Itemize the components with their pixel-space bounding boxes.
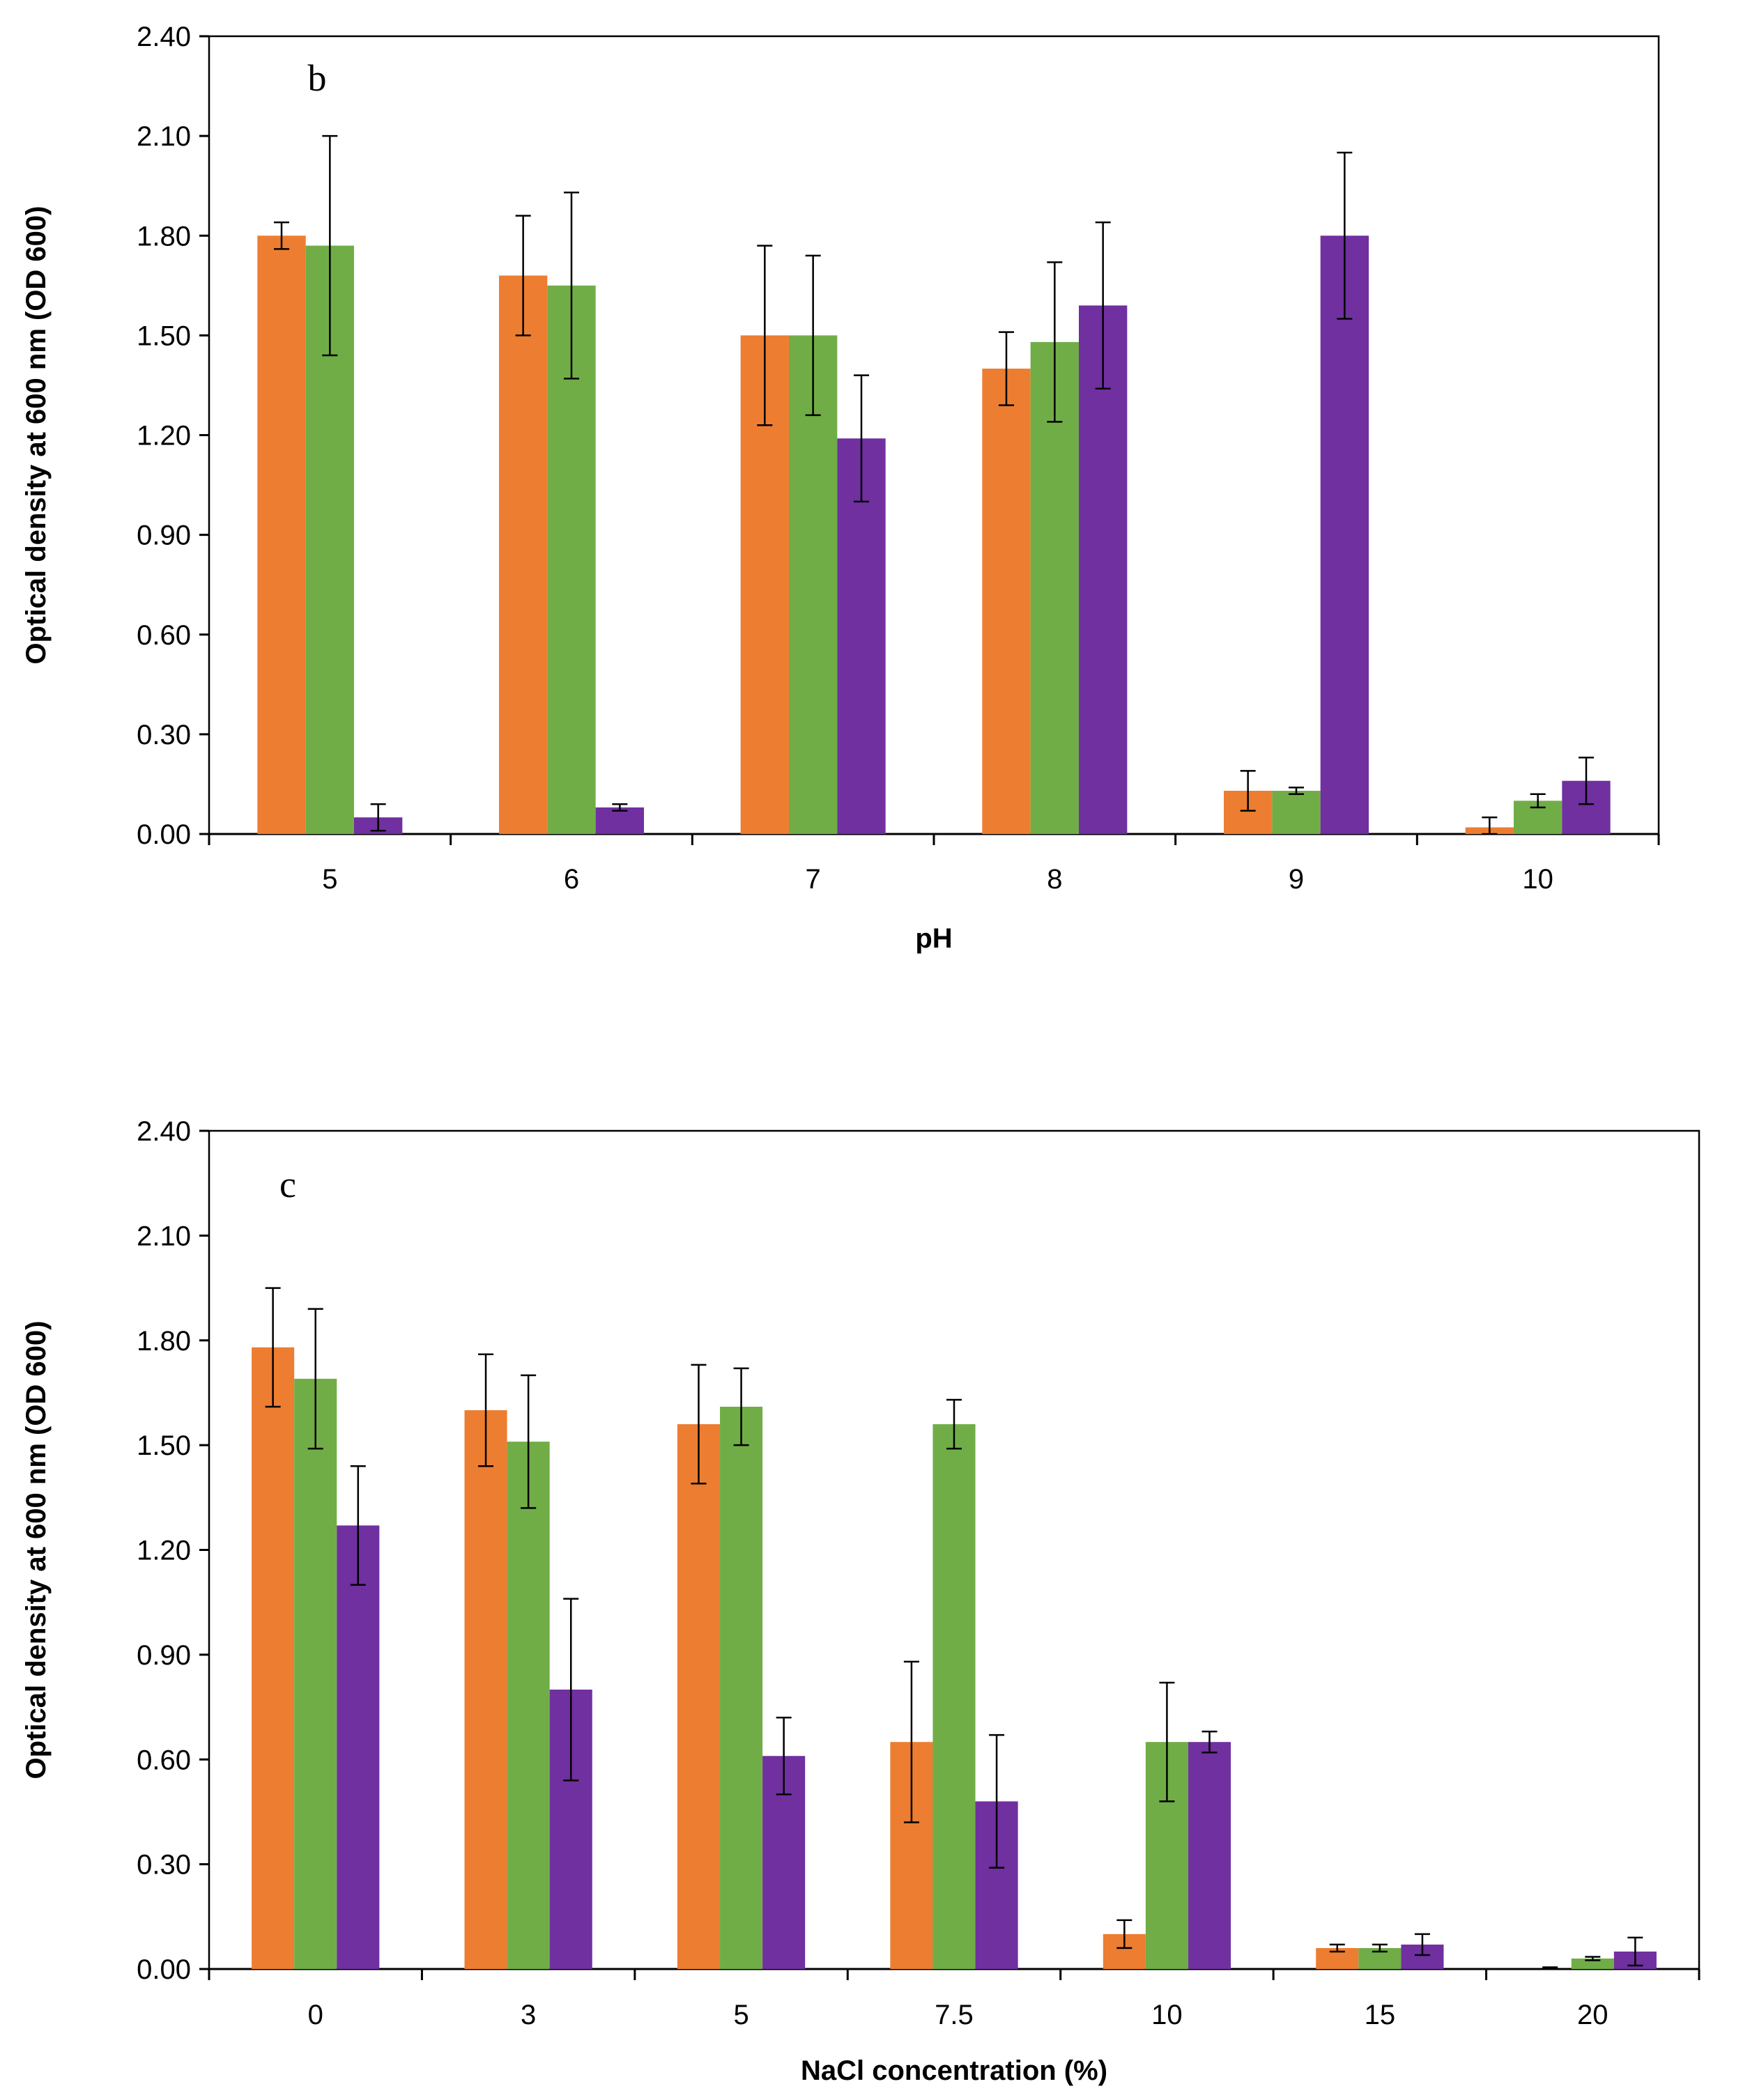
x-tick-label: 20 <box>1577 2000 1608 2030</box>
bar <box>595 807 644 834</box>
x-tick-label: 7.5 <box>935 2000 974 2030</box>
y-tick-label: 2.40 <box>137 1116 191 1147</box>
bar <box>464 1410 507 1969</box>
x-tick-label: 6 <box>564 864 579 895</box>
bar <box>1188 1742 1231 1969</box>
bar <box>499 275 548 834</box>
bar <box>932 1424 976 1969</box>
y-tick-label: 1.20 <box>137 421 191 451</box>
x-tick-label: 3 <box>521 2000 536 2030</box>
y-tick-label: 2.10 <box>137 121 191 152</box>
bar <box>720 1406 763 1969</box>
y-tick-label: 0.30 <box>137 720 191 750</box>
bar <box>252 1347 295 1969</box>
bar <box>507 1442 550 1969</box>
x-tick-label: 10 <box>1522 864 1553 895</box>
panel-label: b <box>308 57 327 99</box>
y-axis-title: Optical density at 600 nm (OD 600) <box>21 1321 52 1779</box>
chart-panel-c: 0.00 0.30 0.60 0.90 1.20 1.50 1.80 2.10 2.40 0 3 5 7… <box>21 1116 1700 2086</box>
y-tick-label: 1.50 <box>137 321 191 351</box>
x-tick-label: 15 <box>1365 2000 1396 2030</box>
x-tick-label: 7 <box>806 864 821 895</box>
y-tick-label: 2.40 <box>137 22 191 52</box>
y-axis-title: Optical density at 600 nm (OD 600) <box>21 206 52 665</box>
x-tick-label: 10 <box>1151 2000 1183 2030</box>
y-tick-label: 0.90 <box>137 1640 191 1671</box>
bar <box>1030 341 1079 835</box>
x-axis-title: pH <box>915 923 952 954</box>
y-tick-label: 1.80 <box>137 221 191 252</box>
bar <box>1079 305 1128 834</box>
x-tick-label: 8 <box>1047 864 1062 895</box>
x-tick-label: 5 <box>733 2000 748 2030</box>
x-tick-label: 0 <box>308 2000 323 2030</box>
y-tick-label: 1.20 <box>137 1536 191 1566</box>
bar <box>294 1378 337 1969</box>
y-tick-label: 0.60 <box>137 1745 191 1775</box>
y-tick-label: 0.90 <box>137 520 191 551</box>
chart-panel-b: 0.00 0.30 0.60 0.90 1.20 1.50 1.80 2.10 2.40 5 6 7 8… <box>21 22 1660 954</box>
y-tick-label: 0.30 <box>137 1850 191 1881</box>
y-tick-label: 0.00 <box>137 1954 191 1985</box>
bar <box>1272 790 1321 834</box>
y-tick-label: 1.80 <box>137 1326 191 1357</box>
panel-label: c <box>279 1164 296 1205</box>
bar <box>789 335 838 834</box>
y-tick-label: 0.60 <box>137 620 191 651</box>
bar <box>837 438 886 834</box>
bar <box>677 1424 721 1969</box>
bar <box>982 369 1031 834</box>
x-tick-label: 5 <box>322 864 337 895</box>
x-axis-title: NaCl concentration (%) <box>801 2055 1107 2086</box>
y-tick-label: 0.00 <box>137 819 191 850</box>
bar <box>1320 236 1369 834</box>
bar <box>337 1525 380 1969</box>
y-tick-label: 2.10 <box>137 1221 191 1251</box>
x-tick-label: 9 <box>1289 864 1304 895</box>
bar <box>1571 1958 1614 1969</box>
bar <box>257 236 306 834</box>
y-tick-label: 1.50 <box>137 1430 191 1461</box>
